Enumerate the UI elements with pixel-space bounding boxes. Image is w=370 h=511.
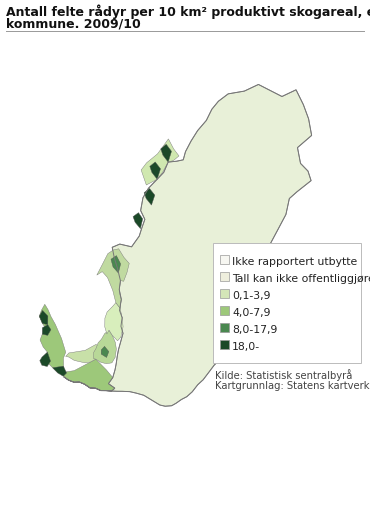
Text: Kartgrunnlag: Statens kartverk: Kartgrunnlag: Statens kartverk [215, 381, 370, 391]
Polygon shape [42, 324, 51, 335]
Polygon shape [144, 189, 155, 205]
Text: 8,0-17,9: 8,0-17,9 [232, 325, 278, 335]
Polygon shape [66, 344, 104, 363]
Polygon shape [39, 304, 115, 391]
Bar [220, 255, 229, 264]
Bar [213, 243, 361, 363]
Text: kommune. 2009/10: kommune. 2009/10 [6, 17, 141, 30]
Polygon shape [39, 310, 48, 324]
Polygon shape [64, 84, 312, 406]
Text: Kilde: Statistisk sentralbyrå: Kilde: Statistisk sentralbyrå [215, 369, 352, 381]
Polygon shape [40, 352, 51, 366]
Text: Ikke rapportert utbytte: Ikke rapportert utbytte [232, 257, 357, 267]
Polygon shape [105, 303, 123, 341]
Polygon shape [101, 346, 109, 357]
Text: 4,0-7,9: 4,0-7,9 [232, 308, 270, 318]
Bar [220, 306, 229, 315]
Bar [220, 323, 229, 332]
Polygon shape [150, 162, 161, 179]
Polygon shape [94, 330, 116, 364]
Text: Antall felte rådyr per 10 km² produktivt skogareal, etter: Antall felte rådyr per 10 km² produktivt… [6, 4, 370, 18]
Text: Tall kan ikke offentliggjøres: Tall kan ikke offentliggjøres [232, 274, 370, 284]
Text: 18,0-: 18,0- [232, 342, 260, 352]
Bar [220, 272, 229, 281]
Bar [220, 289, 229, 298]
Bar [220, 340, 229, 349]
Text: 0,1-3,9: 0,1-3,9 [232, 291, 270, 301]
Polygon shape [141, 139, 179, 185]
Polygon shape [97, 249, 129, 308]
Polygon shape [133, 213, 143, 228]
Polygon shape [111, 256, 121, 273]
Polygon shape [161, 144, 172, 162]
Polygon shape [53, 366, 67, 376]
